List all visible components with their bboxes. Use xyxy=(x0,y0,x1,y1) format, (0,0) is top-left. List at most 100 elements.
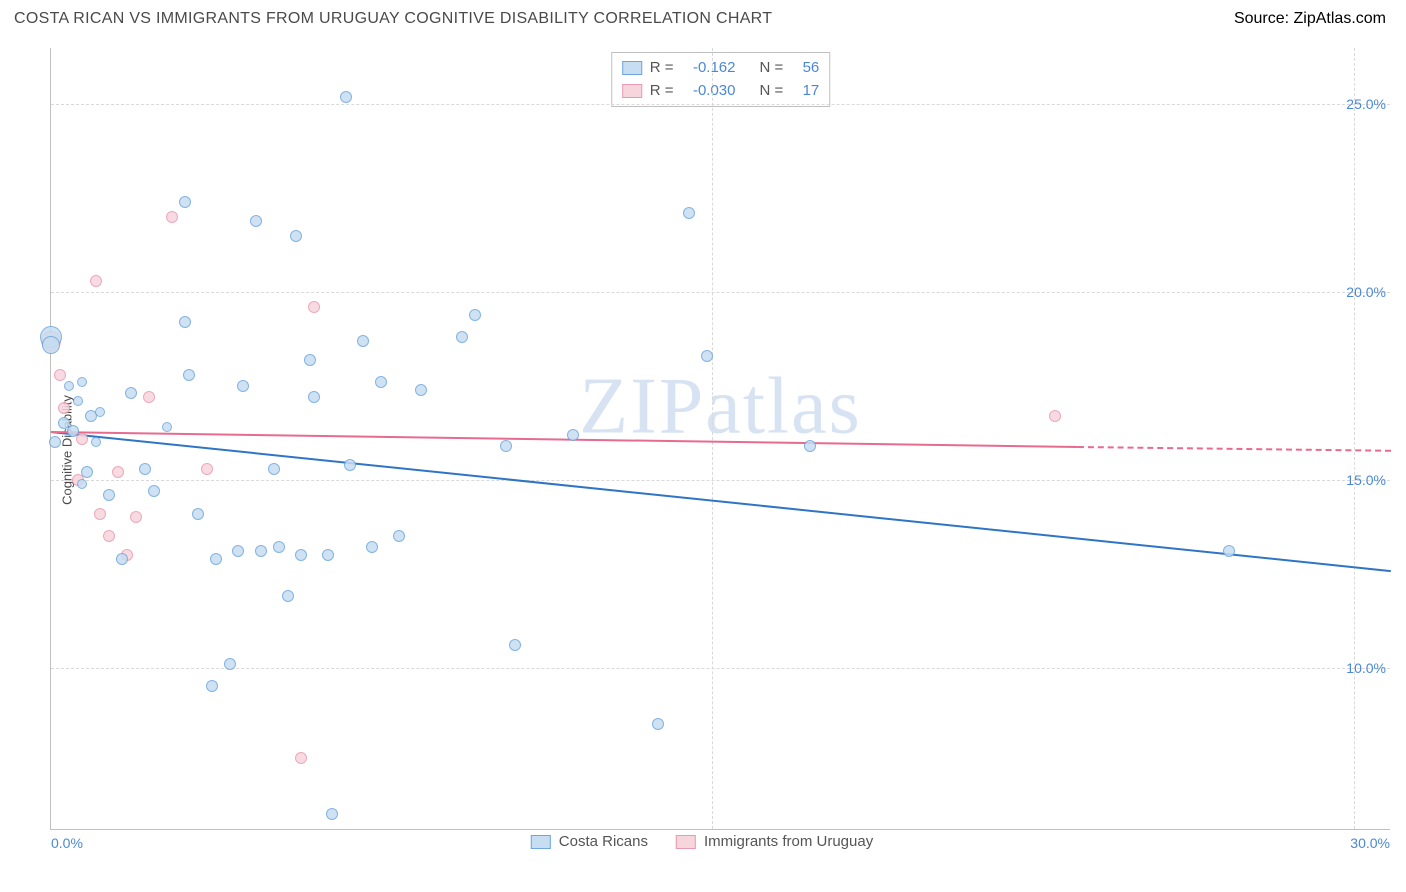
data-point-blue xyxy=(366,541,378,553)
r-label: R = xyxy=(650,57,674,80)
data-point-blue xyxy=(210,553,222,565)
gridline-h xyxy=(51,480,1390,481)
data-point-blue xyxy=(500,440,512,452)
n-label: N = xyxy=(760,80,784,103)
n-label: N = xyxy=(760,57,784,80)
data-point-blue xyxy=(77,479,87,489)
data-point-blue xyxy=(273,541,285,553)
x-tick-label: 0.0% xyxy=(51,835,83,851)
data-point-blue xyxy=(393,530,405,542)
data-point-blue xyxy=(179,316,191,328)
data-point-blue xyxy=(326,808,338,820)
legend-item-blue: Costa Ricans xyxy=(531,833,648,850)
data-point-blue xyxy=(192,508,204,520)
data-point-blue xyxy=(95,407,105,417)
data-point-blue xyxy=(116,553,128,565)
data-point-blue xyxy=(224,658,236,670)
data-point-blue xyxy=(67,425,79,437)
data-point-blue xyxy=(304,354,316,366)
swatch-blue xyxy=(531,835,551,849)
gridline-h xyxy=(51,292,1390,293)
data-point-blue xyxy=(49,436,61,448)
data-point-blue xyxy=(509,639,521,651)
data-point-pink xyxy=(143,391,155,403)
data-point-blue xyxy=(268,463,280,475)
data-point-blue xyxy=(206,680,218,692)
data-point-pink xyxy=(94,508,106,520)
r-value-blue: -0.162 xyxy=(682,57,736,80)
data-point-blue xyxy=(81,466,93,478)
data-point-blue xyxy=(139,463,151,475)
gridline-v xyxy=(1354,48,1355,829)
legend-label-pink: Immigrants from Uruguay xyxy=(704,833,873,850)
data-point-blue xyxy=(469,309,481,321)
gridline-h xyxy=(51,668,1390,669)
r-label: R = xyxy=(650,80,674,103)
data-point-blue xyxy=(148,485,160,497)
data-point-blue xyxy=(91,437,101,447)
trend-line xyxy=(51,431,1078,448)
trend-line xyxy=(1078,446,1391,452)
data-point-pink xyxy=(1049,410,1061,422)
data-point-blue xyxy=(295,549,307,561)
data-point-blue xyxy=(183,369,195,381)
y-tick-label: 25.0% xyxy=(1346,96,1386,112)
plot-region: ZIPatlas R = -0.162 N = 56 R = -0.030 N … xyxy=(50,48,1390,830)
data-point-pink xyxy=(58,402,70,414)
series-legend: Costa Ricans Immigrants from Uruguay xyxy=(531,833,873,850)
data-point-blue xyxy=(357,335,369,347)
data-point-blue xyxy=(344,459,356,471)
y-tick-label: 10.0% xyxy=(1346,660,1386,676)
data-point-pink xyxy=(112,466,124,478)
swatch-pink xyxy=(676,835,696,849)
trend-line xyxy=(51,431,1391,572)
data-point-blue xyxy=(701,350,713,362)
data-point-pink xyxy=(295,752,307,764)
chart-title: COSTA RICAN VS IMMIGRANTS FROM URUGUAY C… xyxy=(14,10,772,28)
data-point-blue xyxy=(1223,545,1235,557)
data-point-blue xyxy=(290,230,302,242)
legend-label-blue: Costa Ricans xyxy=(559,833,648,850)
data-point-blue xyxy=(567,429,579,441)
data-point-blue xyxy=(652,718,664,730)
data-point-blue xyxy=(804,440,816,452)
data-point-blue xyxy=(282,590,294,602)
data-point-blue xyxy=(683,207,695,219)
x-tick-label: 30.0% xyxy=(1350,835,1390,851)
data-point-blue xyxy=(77,377,87,387)
data-point-blue xyxy=(322,549,334,561)
data-point-blue xyxy=(42,336,60,354)
data-point-blue xyxy=(232,545,244,557)
n-value-blue: 56 xyxy=(791,57,819,80)
n-value-pink: 17 xyxy=(791,80,819,103)
data-point-pink xyxy=(54,369,66,381)
data-point-blue xyxy=(250,215,262,227)
y-tick-label: 20.0% xyxy=(1346,284,1386,300)
swatch-blue xyxy=(622,61,642,75)
source-credit: Source: ZipAtlas.com xyxy=(1234,10,1386,28)
data-point-blue xyxy=(64,381,74,391)
y-tick-label: 15.0% xyxy=(1346,472,1386,488)
data-point-blue xyxy=(73,396,83,406)
stats-legend: R = -0.162 N = 56 R = -0.030 N = 17 xyxy=(611,52,831,107)
data-point-pink xyxy=(308,301,320,313)
r-value-pink: -0.030 xyxy=(682,80,736,103)
data-point-blue xyxy=(255,545,267,557)
stats-row-blue: R = -0.162 N = 56 xyxy=(622,57,820,80)
source-name: ZipAtlas.com xyxy=(1294,10,1386,27)
swatch-pink xyxy=(622,84,642,98)
data-point-blue xyxy=(179,196,191,208)
data-point-blue xyxy=(340,91,352,103)
data-point-pink xyxy=(90,275,102,287)
gridline-h xyxy=(51,104,1390,105)
data-point-pink xyxy=(130,511,142,523)
data-point-blue xyxy=(375,376,387,388)
data-point-blue xyxy=(125,387,137,399)
gridline-v xyxy=(712,48,713,829)
data-point-blue xyxy=(237,380,249,392)
data-point-blue xyxy=(162,422,172,432)
data-point-pink xyxy=(103,530,115,542)
data-point-blue xyxy=(308,391,320,403)
source-prefix: Source: xyxy=(1234,10,1294,27)
data-point-pink xyxy=(166,211,178,223)
